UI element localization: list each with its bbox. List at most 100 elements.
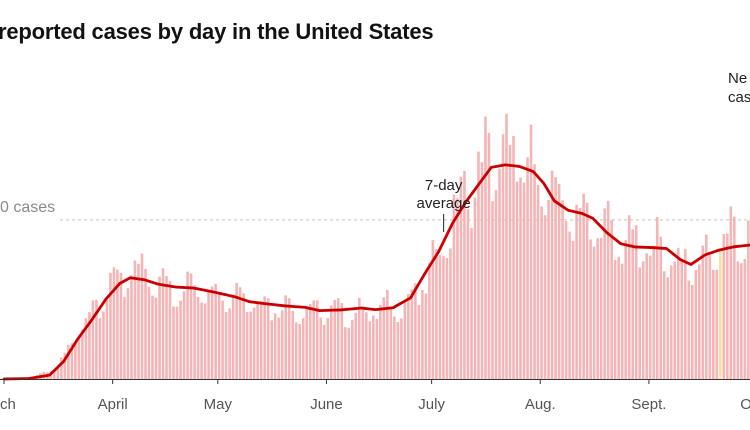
daily-case-bar [599, 237, 603, 379]
daily-case-bar [575, 204, 578, 379]
daily-case-bar [333, 300, 337, 379]
daily-case-bar [701, 245, 705, 379]
daily-case-bar [105, 300, 109, 379]
daily-case-bar [277, 317, 280, 379]
daily-case-bar [140, 253, 144, 379]
daily-case-bar [259, 300, 263, 379]
daily-case-bar [375, 318, 379, 379]
daily-case-bar [729, 206, 733, 379]
daily-case-bar [74, 342, 77, 379]
daily-case-bar [659, 236, 663, 379]
daily-case-bar [53, 370, 56, 379]
daily-case-bar [676, 248, 680, 379]
daily-case-bar [680, 260, 684, 379]
x-axis-tick-label: Sept. [631, 396, 666, 413]
chart-title: reported cases by day in the United Stat… [0, 19, 434, 44]
daily-case-bar [519, 177, 522, 379]
daily-case-bar [172, 306, 175, 379]
daily-case-bar [498, 168, 501, 379]
daily-case-bar [648, 255, 652, 379]
daily-case-bar [287, 298, 291, 379]
daily-case-bar [747, 220, 750, 379]
daily-case-bar [708, 254, 712, 379]
daily-case-bar [715, 269, 719, 379]
daily-case-bar [179, 300, 182, 379]
daily-case-bar [151, 295, 154, 379]
daily-case-bar [536, 184, 540, 379]
daily-case-bar [690, 284, 694, 379]
daily-case-bar [231, 297, 235, 379]
daily-case-bar [351, 320, 354, 379]
daily-case-bar [403, 299, 407, 379]
daily-case-bar [70, 343, 74, 379]
daily-case-bar [501, 134, 505, 379]
daily-case-bar [683, 248, 687, 379]
daily-case-bar [655, 216, 659, 379]
daily-case-bar [266, 298, 270, 379]
daily-case-bar [442, 256, 445, 379]
daily-case-bar [200, 302, 203, 379]
daily-case-bar [473, 197, 477, 379]
daily-case-bar [305, 306, 309, 379]
daily-case-bar [95, 299, 98, 379]
daily-case-bar [368, 321, 372, 379]
daily-case-bar [592, 246, 596, 379]
daily-case-bar [424, 293, 428, 379]
daily-case-bar [480, 162, 484, 379]
daily-case-bar [84, 318, 88, 379]
daily-case-bar [673, 261, 677, 379]
daily-case-bar [410, 289, 414, 379]
daily-case-bar [631, 229, 634, 379]
daily-case-bar [382, 297, 386, 379]
daily-case-bar [589, 239, 592, 379]
daily-case-bar [596, 238, 599, 379]
daily-case-bar [379, 305, 382, 379]
daily-case-bar [477, 151, 480, 379]
daily-case-bar [116, 269, 119, 379]
daily-case-bar [189, 273, 193, 379]
daily-case-bar [301, 318, 305, 379]
daily-case-bar [168, 280, 172, 379]
daily-case-bar [543, 215, 547, 379]
daily-case-bar [533, 164, 536, 379]
daily-case-bar [291, 310, 295, 379]
daily-case-bar [147, 286, 151, 379]
daily-case-bar [515, 181, 519, 379]
daily-case-bar [343, 327, 347, 379]
daily-case-bar [726, 233, 729, 379]
daily-case-bar [123, 296, 126, 379]
daily-case-bar [126, 288, 130, 379]
daily-case-bar [736, 261, 740, 379]
daily-case-bar [722, 234, 726, 379]
daily-case-bar [733, 216, 736, 379]
daily-case-bar [582, 193, 585, 379]
daily-case-bar [137, 263, 140, 379]
daily-case-bar [249, 311, 252, 379]
daily-case-bar [491, 201, 494, 379]
daily-case-bar [340, 303, 344, 379]
daily-case-bar [372, 315, 375, 379]
daily-case-bar [221, 300, 224, 379]
daily-case-bar [617, 256, 620, 379]
daily-case-bar [571, 240, 575, 379]
daily-case-bar [217, 294, 221, 379]
daily-case-bar [56, 366, 60, 379]
daily-case-bar [329, 305, 333, 379]
daily-case-bar [694, 269, 698, 379]
daily-case-bar [196, 297, 200, 379]
daily-case-bar [522, 182, 526, 379]
daily-case-bar [463, 171, 466, 379]
daily-case-bar [445, 258, 449, 379]
daily-case-bar [77, 337, 81, 379]
daily-case-bar [568, 231, 571, 379]
daily-case-bar [438, 255, 442, 379]
daily-case-bar [459, 176, 463, 379]
daily-case-bar [336, 298, 340, 379]
daily-case-bar [508, 144, 512, 379]
daily-case-bar [63, 352, 67, 379]
daily-case-bar [322, 324, 326, 379]
daily-case-bar [186, 271, 189, 379]
daily-case-bar [505, 113, 508, 379]
daily-case-bar [81, 329, 84, 379]
